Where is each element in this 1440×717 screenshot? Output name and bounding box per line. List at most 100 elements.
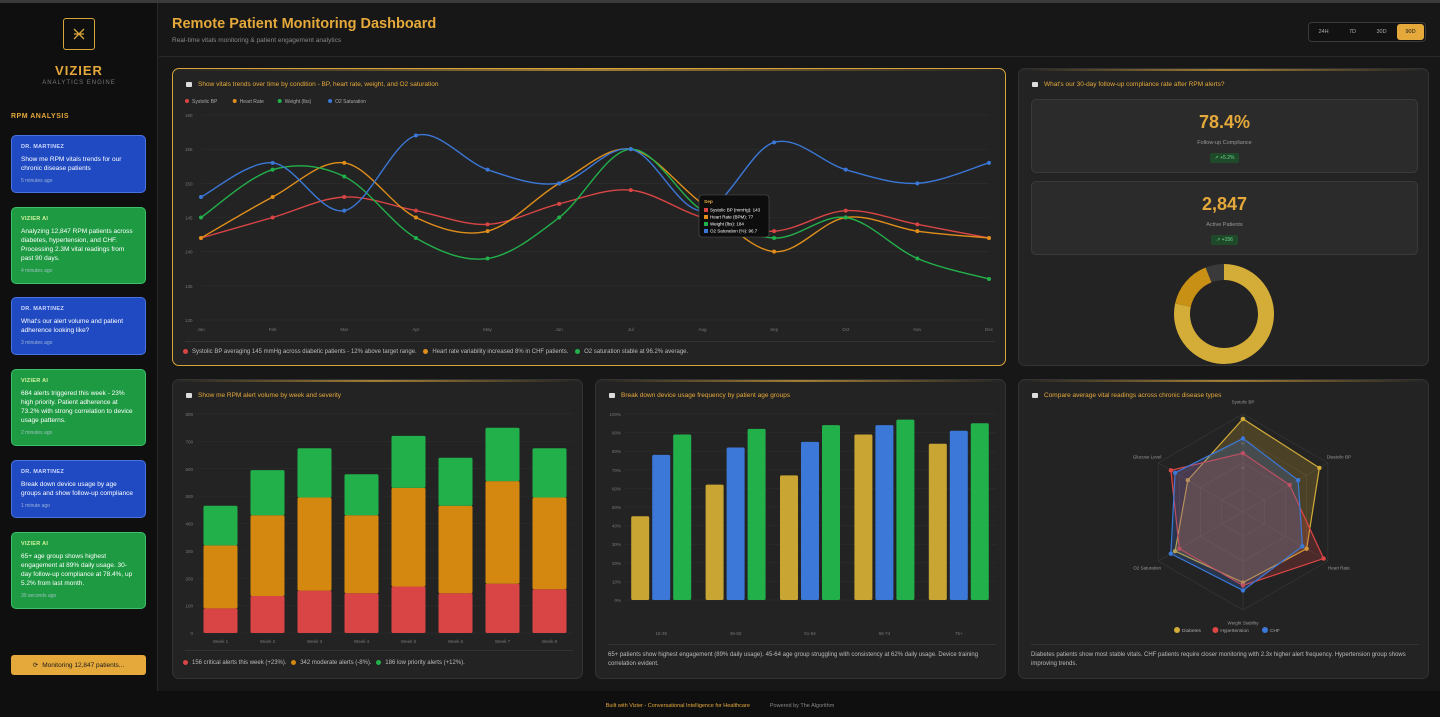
bar-segment bbox=[391, 487, 426, 587]
y-tick-label: 150 bbox=[185, 181, 193, 186]
bar bbox=[970, 423, 989, 600]
chat-bubble-icon bbox=[1032, 82, 1038, 87]
radar-point bbox=[1300, 544, 1305, 549]
bar-segment bbox=[485, 481, 520, 584]
chat-message[interactable]: DR. MARTINEZ What's our alert volume and… bbox=[11, 297, 146, 355]
bar bbox=[928, 443, 947, 600]
legend-label: O2 Saturation bbox=[335, 99, 366, 105]
message-author: VIZIER AI bbox=[21, 216, 49, 222]
message-text: Analyzing 12,847 RPM patients across dia… bbox=[21, 228, 133, 262]
radar-point bbox=[1240, 416, 1246, 422]
message-author: DR. MARTINEZ bbox=[21, 306, 65, 312]
vital-comparison-panel: Compare average vital readings across ch… bbox=[1018, 379, 1429, 679]
bar bbox=[875, 425, 894, 600]
data-point bbox=[628, 188, 633, 193]
bar bbox=[949, 430, 968, 600]
y-tick-label: 0% bbox=[614, 598, 621, 603]
device-usage-panel: Break down device usage frequency by pat… bbox=[595, 379, 1006, 679]
bar bbox=[652, 454, 671, 600]
radar-point bbox=[1240, 588, 1246, 593]
bar bbox=[822, 425, 840, 600]
chat-bubble-icon bbox=[186, 393, 192, 398]
data-point bbox=[270, 167, 275, 172]
chat-message[interactable]: DR. MARTINEZ Break down device usage by … bbox=[11, 460, 146, 518]
range-90d[interactable]: 90D bbox=[1397, 24, 1424, 40]
data-point bbox=[772, 140, 777, 145]
legend-marker bbox=[232, 99, 237, 103]
tooltip-line: Weight (lbs): 184 bbox=[710, 222, 744, 227]
data-point bbox=[199, 236, 203, 240]
bar-segment bbox=[344, 515, 379, 594]
bar-segment bbox=[485, 583, 520, 633]
y-tick-label: 70% bbox=[612, 468, 621, 473]
bar-segment bbox=[438, 457, 473, 506]
page-title: Remote Patient Monitoring Dashboard bbox=[172, 16, 437, 32]
vitals-insights: Systolic BP averaging 145 mmHg across di… bbox=[183, 348, 688, 357]
x-tick-label: Oct bbox=[842, 327, 850, 332]
panel-title: Compare average vital readings across ch… bbox=[1032, 392, 1221, 399]
chat-message[interactable]: VIZIER AI 65+ age group shows highest en… bbox=[11, 532, 146, 609]
range-24h[interactable]: 24H bbox=[1318, 29, 1329, 35]
y-tick-label: 145 bbox=[185, 216, 193, 221]
tooltip-line: O2 Saturation (%): 96.7 bbox=[710, 229, 758, 234]
y-tick-label: 300 bbox=[185, 549, 193, 554]
alert-volume-panel: Show me RPM alert volume by week and sev… bbox=[172, 379, 583, 679]
alerts-title: Show me RPM alert volume by week and sev… bbox=[198, 392, 342, 399]
x-tick-label: May bbox=[483, 327, 492, 332]
alert-insights: 156 critical alerts this week (+23%). 34… bbox=[183, 659, 465, 668]
page-subtitle: Real-time vitals monitoring & patient en… bbox=[172, 37, 342, 44]
y-tick-label: 30% bbox=[612, 542, 621, 547]
chat-message[interactable]: VIZIER AI Analyzing 12,847 RPM patients … bbox=[11, 207, 146, 284]
tooltip-swatch bbox=[704, 208, 708, 212]
brand-name: VIZIER bbox=[55, 63, 103, 78]
compliance-donut-chart bbox=[1174, 264, 1274, 364]
legend-dot bbox=[376, 659, 382, 665]
bar bbox=[747, 428, 766, 600]
y-tick-label: 135 bbox=[185, 284, 193, 289]
data-point bbox=[342, 160, 347, 165]
bar-segment bbox=[485, 427, 520, 482]
y-tick-label: 80% bbox=[612, 449, 621, 454]
bar-segment bbox=[438, 593, 473, 633]
stat-value: 78.4% bbox=[1198, 112, 1251, 132]
vitals-title: Show vitals trends over time by conditio… bbox=[198, 81, 439, 88]
x-tick-label: Mar bbox=[340, 327, 348, 332]
donut-slice bbox=[1175, 267, 1212, 308]
data-point bbox=[199, 195, 203, 199]
radar-spoke bbox=[1242, 511, 1329, 562]
stat-change-badge: ↗ +156 bbox=[1211, 235, 1238, 245]
refresh-icon: ⟳ bbox=[32, 662, 39, 669]
monitoring-button[interactable]: ⟳ Monitoring 12,847 patients... bbox=[11, 655, 146, 675]
x-tick-label: Jun bbox=[556, 327, 564, 332]
range-30d[interactable]: 30D bbox=[1376, 29, 1387, 35]
sidebar: VIZIER ANALYTICS ENGINE RPM ANALYSIS DR.… bbox=[0, 3, 158, 691]
data-point bbox=[843, 167, 848, 172]
chat-bubble-icon bbox=[186, 82, 192, 87]
y-tick-label: 60% bbox=[612, 486, 621, 491]
y-tick-label: 400 bbox=[185, 522, 193, 527]
range-7d[interactable]: 7D bbox=[1348, 29, 1357, 35]
y-tick-label: 155 bbox=[185, 147, 193, 152]
y-tick-label: 160 bbox=[185, 113, 193, 118]
x-tick-label: Apr bbox=[412, 327, 420, 332]
chat-message[interactable]: VIZIER AI 684 alerts triggered this week… bbox=[11, 369, 146, 446]
data-point bbox=[485, 222, 490, 227]
radar-point bbox=[1172, 470, 1178, 475]
y-tick-label: 500 bbox=[185, 494, 193, 499]
donut-slice bbox=[1174, 264, 1274, 364]
data-point bbox=[270, 195, 275, 199]
chat-message[interactable]: DR. MARTINEZ Show me RPM vitals trends f… bbox=[11, 135, 146, 193]
brand-subtitle: ANALYTICS ENGINE bbox=[42, 80, 116, 86]
bar bbox=[673, 434, 692, 600]
data-point bbox=[987, 277, 991, 281]
data-point bbox=[772, 249, 777, 254]
tooltip-swatch bbox=[704, 215, 708, 219]
compliance-panel: What's our 30-day follow-up compliance r… bbox=[1018, 68, 1429, 366]
tooltip-swatch bbox=[704, 222, 708, 226]
bar-segment bbox=[344, 474, 379, 516]
message-author: DR. MARTINEZ bbox=[21, 144, 65, 150]
radar-spoke bbox=[1242, 462, 1329, 513]
bar-segment bbox=[391, 586, 426, 633]
bar-segment bbox=[297, 448, 332, 498]
